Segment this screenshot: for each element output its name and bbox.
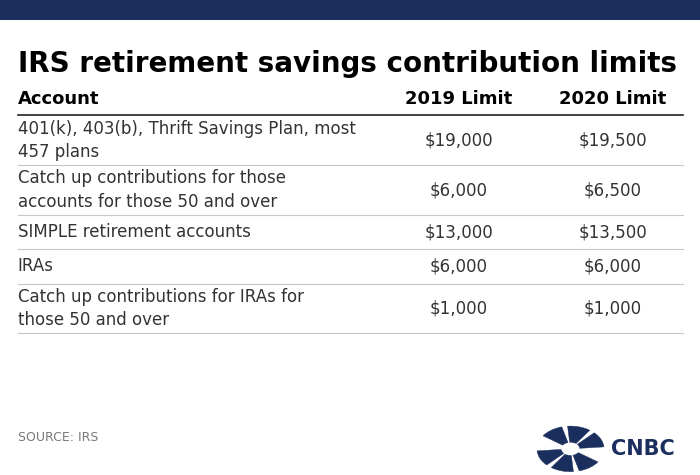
Text: SOURCE: IRS: SOURCE: IRS: [18, 431, 98, 444]
Text: Catch up contributions for those
accounts for those 50 and over: Catch up contributions for those account…: [18, 170, 286, 211]
Text: $6,000: $6,000: [430, 257, 487, 276]
Text: 2019 Limit: 2019 Limit: [405, 90, 512, 108]
FancyBboxPatch shape: [0, 0, 700, 20]
Wedge shape: [551, 449, 573, 472]
Wedge shape: [543, 427, 570, 449]
Circle shape: [562, 443, 579, 455]
Text: Account: Account: [18, 90, 99, 108]
Text: $19,500: $19,500: [578, 132, 647, 149]
Text: $19,000: $19,000: [424, 132, 493, 149]
Text: 401(k), 403(b), Thrift Savings Plan, most
457 plans: 401(k), 403(b), Thrift Savings Plan, mos…: [18, 120, 356, 161]
Text: $6,500: $6,500: [584, 181, 641, 199]
Text: IRAs: IRAs: [18, 257, 53, 276]
Text: $1,000: $1,000: [583, 300, 642, 317]
Text: CNBC: CNBC: [611, 439, 675, 459]
Text: $13,500: $13,500: [578, 223, 647, 241]
Wedge shape: [568, 426, 590, 449]
Text: $1,000: $1,000: [429, 300, 488, 317]
Text: Catch up contributions for IRAs for
those 50 and over: Catch up contributions for IRAs for thos…: [18, 288, 304, 329]
Text: 2020 Limit: 2020 Limit: [559, 90, 666, 108]
Text: SIMPLE retirement accounts: SIMPLE retirement accounts: [18, 223, 251, 241]
Wedge shape: [570, 449, 598, 471]
Text: $6,000: $6,000: [584, 257, 641, 276]
Wedge shape: [570, 433, 604, 449]
Wedge shape: [537, 449, 570, 465]
Text: IRS retirement savings contribution limits: IRS retirement savings contribution limi…: [18, 50, 676, 78]
Text: $6,000: $6,000: [430, 181, 487, 199]
Text: $13,000: $13,000: [424, 223, 493, 241]
